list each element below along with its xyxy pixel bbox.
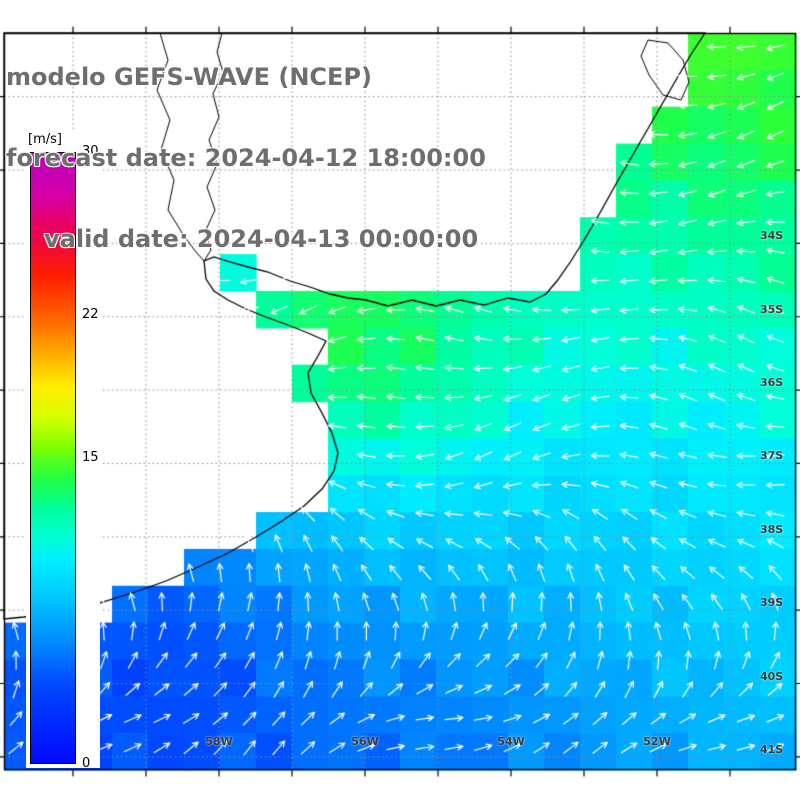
colorbar-tick-15: 15 <box>82 450 99 465</box>
lat-label-41S: 41S <box>760 742 784 756</box>
lat-label-34S: 34S <box>760 229 784 243</box>
lon-label-52W: 52W <box>643 735 671 748</box>
colorbar-unit-label: [m/s] <box>28 132 62 147</box>
title-block: modelo GEFS-WAVE (NCEP) forecast date: 2… <box>6 10 486 307</box>
lon-label-56W: 56W <box>351 735 379 748</box>
lon-label-58W: 58W <box>205 735 233 748</box>
colorbar: [m/s] 30 22 15 0 <box>26 132 100 771</box>
lat-label-39S: 39S <box>760 596 784 610</box>
model-title: modelo GEFS-WAVE (NCEP) <box>6 63 372 91</box>
lon-label-54W: 54W <box>497 735 525 748</box>
colorbar-tick-22: 22 <box>82 307 99 323</box>
lat-label-38S: 38S <box>760 522 784 536</box>
valid-date-line: valid date: 2024-04-13 00:00:00 <box>44 225 479 253</box>
forecast-date-line: forecast date: 2024-04-12 18:00:00 <box>6 144 486 172</box>
colorbar-tick-0: 0 <box>82 756 91 771</box>
lat-label-40S: 40S <box>760 669 784 683</box>
lat-label-36S: 36S <box>760 376 784 390</box>
colorbar-tick-30: 30 <box>82 144 99 159</box>
lat-label-35S: 35S <box>760 302 784 316</box>
lat-label-37S: 37S <box>760 449 784 463</box>
colorbar-gradient <box>30 152 76 764</box>
